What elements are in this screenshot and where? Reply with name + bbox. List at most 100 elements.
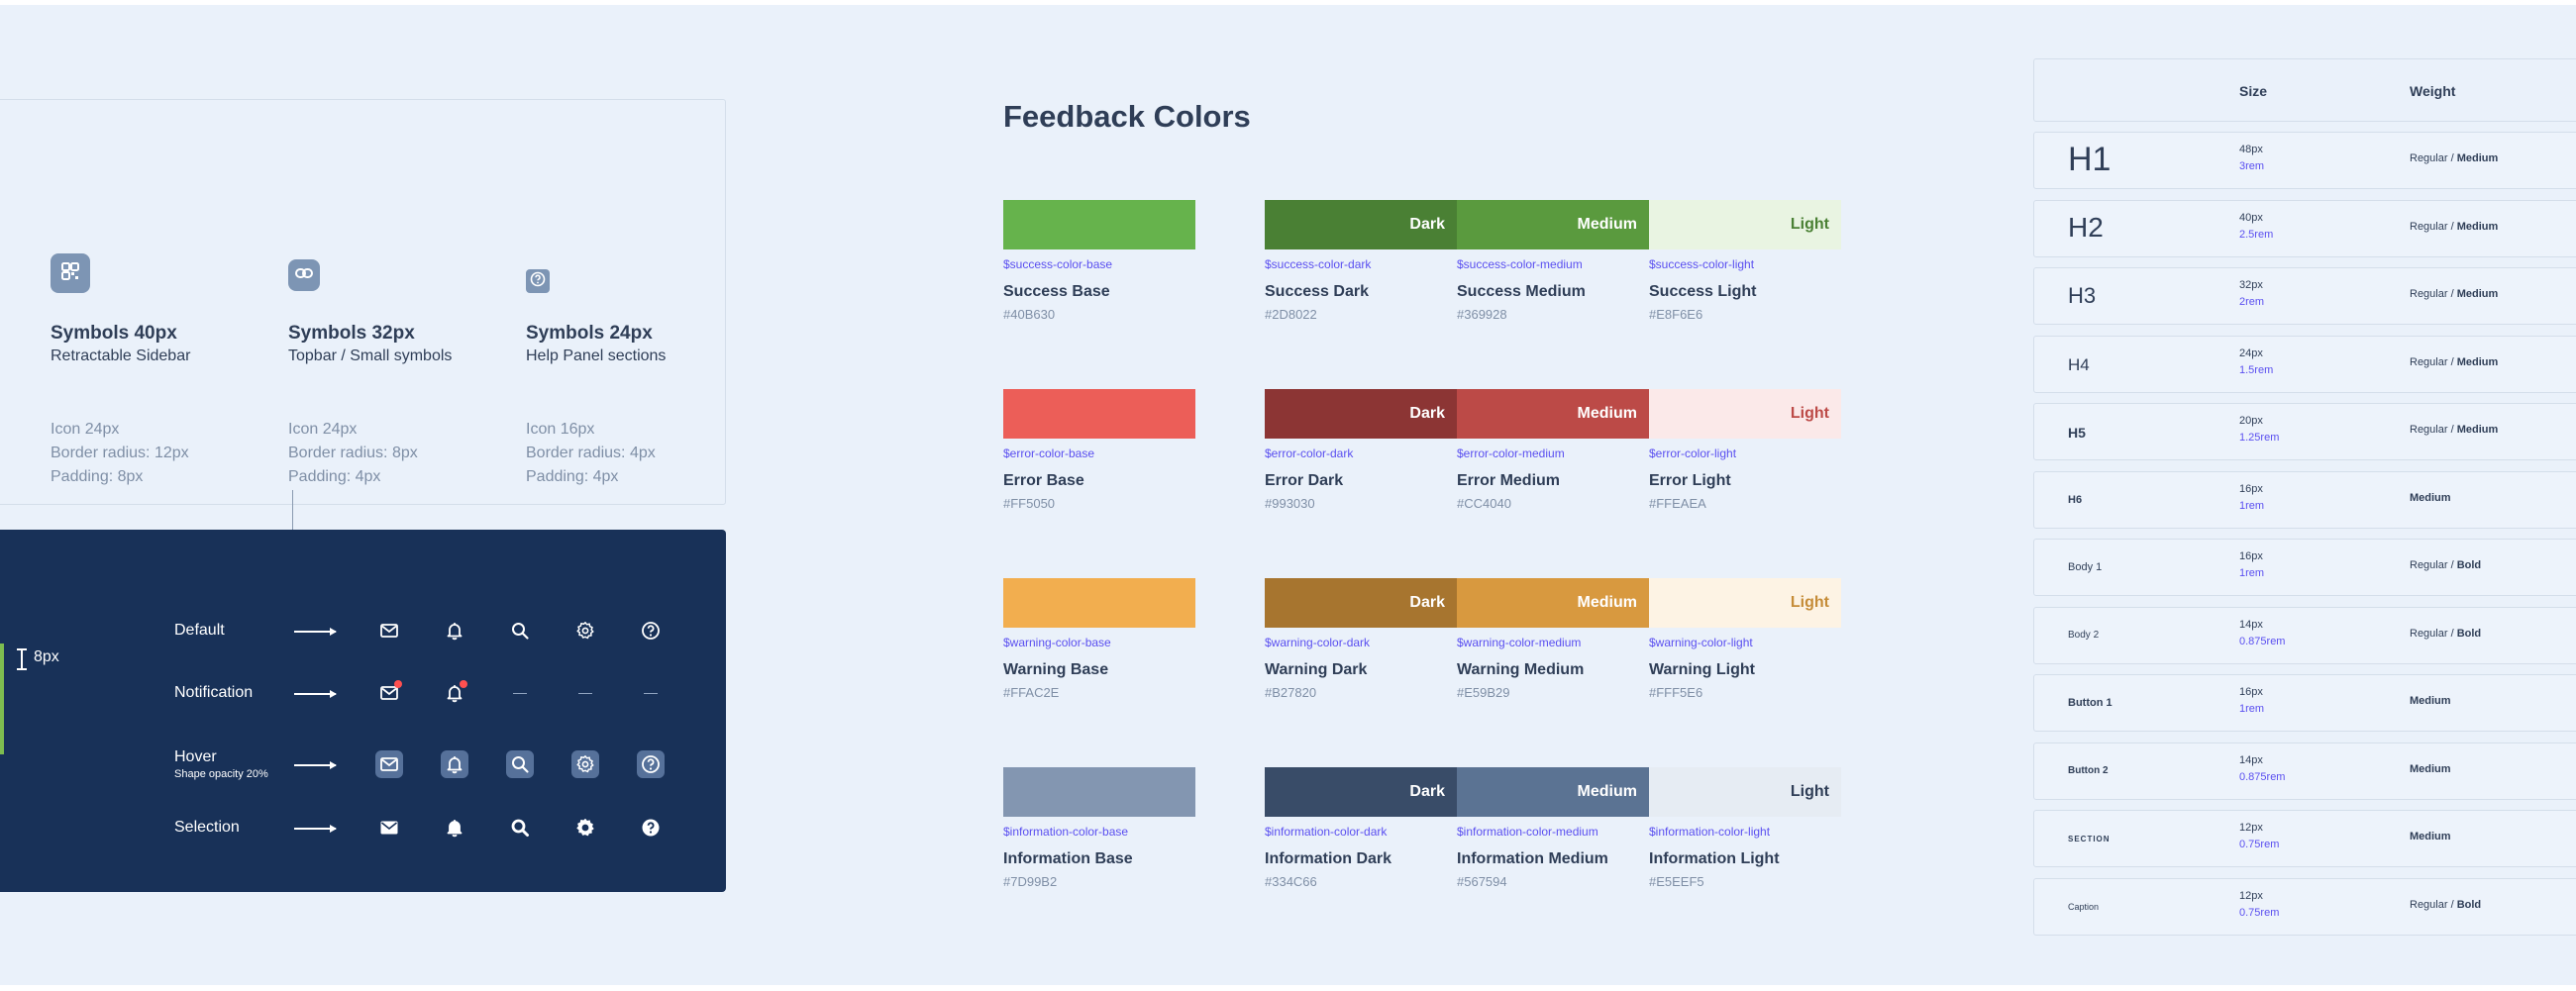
type-size-rem: 0.75rem <box>2239 839 2280 850</box>
gear-icon[interactable] <box>571 750 599 778</box>
bell-icon[interactable] <box>441 814 468 842</box>
typography-row: Button 1 16px 1rem Medium <box>2033 674 2576 732</box>
type-style-name: H6 <box>2068 493 2083 506</box>
typography-row: H6 16px 1rem Medium <box>2033 470 2576 529</box>
type-size-px: 16px <box>2239 550 2263 562</box>
type-size-rem: 3rem <box>2239 160 2265 172</box>
color-hex: #E8F6E6 <box>1649 307 1703 322</box>
type-size-px: 16px <box>2239 686 2263 698</box>
color-hex: #334C66 <box>1265 874 1317 889</box>
symbol-32-title: Symbols 32px <box>288 323 415 344</box>
swatch-label: Medium <box>1577 216 1637 233</box>
help-icon[interactable] <box>637 617 665 644</box>
color-hex: #993030 <box>1265 496 1315 511</box>
swatch-light: Light <box>1649 578 1841 628</box>
measure-label: 8px <box>34 648 59 665</box>
color-variable: $success-color-dark <box>1265 257 1372 271</box>
type-style-name: H5 <box>2068 425 2086 441</box>
gear-icon[interactable] <box>571 814 599 842</box>
symbol-40-spec-3: Padding: 8px <box>51 468 144 485</box>
state-arrow-3 <box>294 825 337 833</box>
gear-icon[interactable] <box>571 617 599 644</box>
color-hex: #567594 <box>1457 874 1507 889</box>
swatch-label: Medium <box>1577 783 1637 800</box>
type-weight-strong: Medium <box>2410 695 2451 707</box>
mail-icon[interactable] <box>375 617 403 644</box>
typography-row: H2 40px 2.5rem Regular / Medium <box>2033 199 2576 257</box>
search-icon[interactable] <box>506 750 534 778</box>
mail-icon[interactable] <box>375 814 403 842</box>
swatch-label: Light <box>1790 216 1829 233</box>
mail-icon[interactable] <box>375 750 403 778</box>
search-icon[interactable] <box>506 617 534 644</box>
swatch-label: Dark <box>1409 405 1445 422</box>
type-style-name: H3 <box>2068 283 2097 308</box>
symbols-panel: Symbols 40px Retractable Sidebar Icon 24… <box>0 99 726 505</box>
color-name: Error Medium <box>1457 472 1561 489</box>
symbol-40-box <box>51 253 90 293</box>
type-size-rem: 2.5rem <box>2239 228 2274 241</box>
type-weight: Regular / Medium <box>2410 221 2498 233</box>
measure-indicator <box>17 648 27 670</box>
swatch-base <box>1003 200 1195 249</box>
swatch-label: Dark <box>1409 783 1445 800</box>
grid-icon <box>60 261 80 286</box>
swatch-label: Light <box>1790 594 1829 611</box>
type-size-px: 14px <box>2239 753 2263 766</box>
type-style-name: H4 <box>2068 354 2090 374</box>
type-weight-strong: Medium <box>2410 491 2451 504</box>
type-size-px: 12px <box>2239 822 2263 834</box>
symbol-40-spec-2: Border radius: 12px <box>51 445 189 461</box>
state-sublabel-2: Shape opacity 20% <box>174 768 268 780</box>
search-icon[interactable] <box>506 814 534 842</box>
feedback-colors-title: Feedback Colors <box>1003 99 1251 134</box>
swatch-medium: Medium <box>1457 767 1649 817</box>
mail-icon[interactable] <box>375 679 403 707</box>
color-hex: #369928 <box>1457 307 1507 322</box>
link-icon <box>294 263 314 288</box>
color-name: Error Light <box>1649 472 1731 489</box>
swatch-label: Light <box>1790 405 1829 422</box>
color-hex: #FFAC2E <box>1003 685 1060 700</box>
type-weight-regular: Regular / <box>2410 424 2457 436</box>
color-variable: $warning-color-medium <box>1457 636 1582 649</box>
typography-row: H5 20px 1.25rem Regular / Medium <box>2033 403 2576 460</box>
symbol-24-spec-1: Icon 16px <box>526 421 595 438</box>
icon-states-panel <box>0 530 726 892</box>
type-size-rem: 0.875rem <box>2239 770 2286 783</box>
symbol-40-subtitle: Retractable Sidebar <box>51 347 191 364</box>
swatch-label: Medium <box>1577 594 1637 611</box>
type-size-px: 12px <box>2239 889 2263 902</box>
typography-row: Button 2 14px 0.875rem Medium <box>2033 742 2576 800</box>
bell-icon[interactable] <box>441 679 468 707</box>
color-name: Warning Base <box>1003 661 1109 678</box>
type-weight: Regular / Bold <box>2410 559 2481 571</box>
symbol-32-spec-3: Padding: 4px <box>288 468 381 485</box>
help-icon[interactable] <box>637 750 665 778</box>
symbol-24-title: Symbols 24px <box>526 323 653 344</box>
swatch-base <box>1003 578 1195 628</box>
type-weight: Medium <box>2410 492 2451 504</box>
color-variable: $success-color-light <box>1649 257 1755 271</box>
type-size-rem: 1.25rem <box>2239 432 2280 444</box>
swatch-base <box>1003 767 1195 817</box>
type-style-name: Body 1 <box>2068 561 2103 573</box>
help-icon[interactable] <box>637 814 665 842</box>
color-variable: $success-color-medium <box>1457 257 1583 271</box>
color-variable: $warning-color-base <box>1003 636 1111 649</box>
color-name: Warning Medium <box>1457 661 1585 678</box>
notification-dot <box>394 680 402 688</box>
type-weight-regular: Regular / <box>2410 627 2457 640</box>
size-column-header: Size <box>2239 83 2268 99</box>
state-label-2: Hover <box>174 748 217 765</box>
type-size-px: 16px <box>2239 482 2263 495</box>
color-name: Warning Light <box>1649 661 1755 678</box>
bell-icon[interactable] <box>441 750 468 778</box>
bell-icon[interactable] <box>441 617 468 644</box>
swatch-dark: Dark <box>1265 389 1457 439</box>
state-arrow-1 <box>294 690 337 698</box>
type-weight-strong: Medium <box>2456 288 2499 300</box>
type-weight-strong: Medium <box>2410 831 2451 842</box>
color-hex: #B27820 <box>1265 685 1317 700</box>
weight-column-header: Weight <box>2410 83 2456 99</box>
